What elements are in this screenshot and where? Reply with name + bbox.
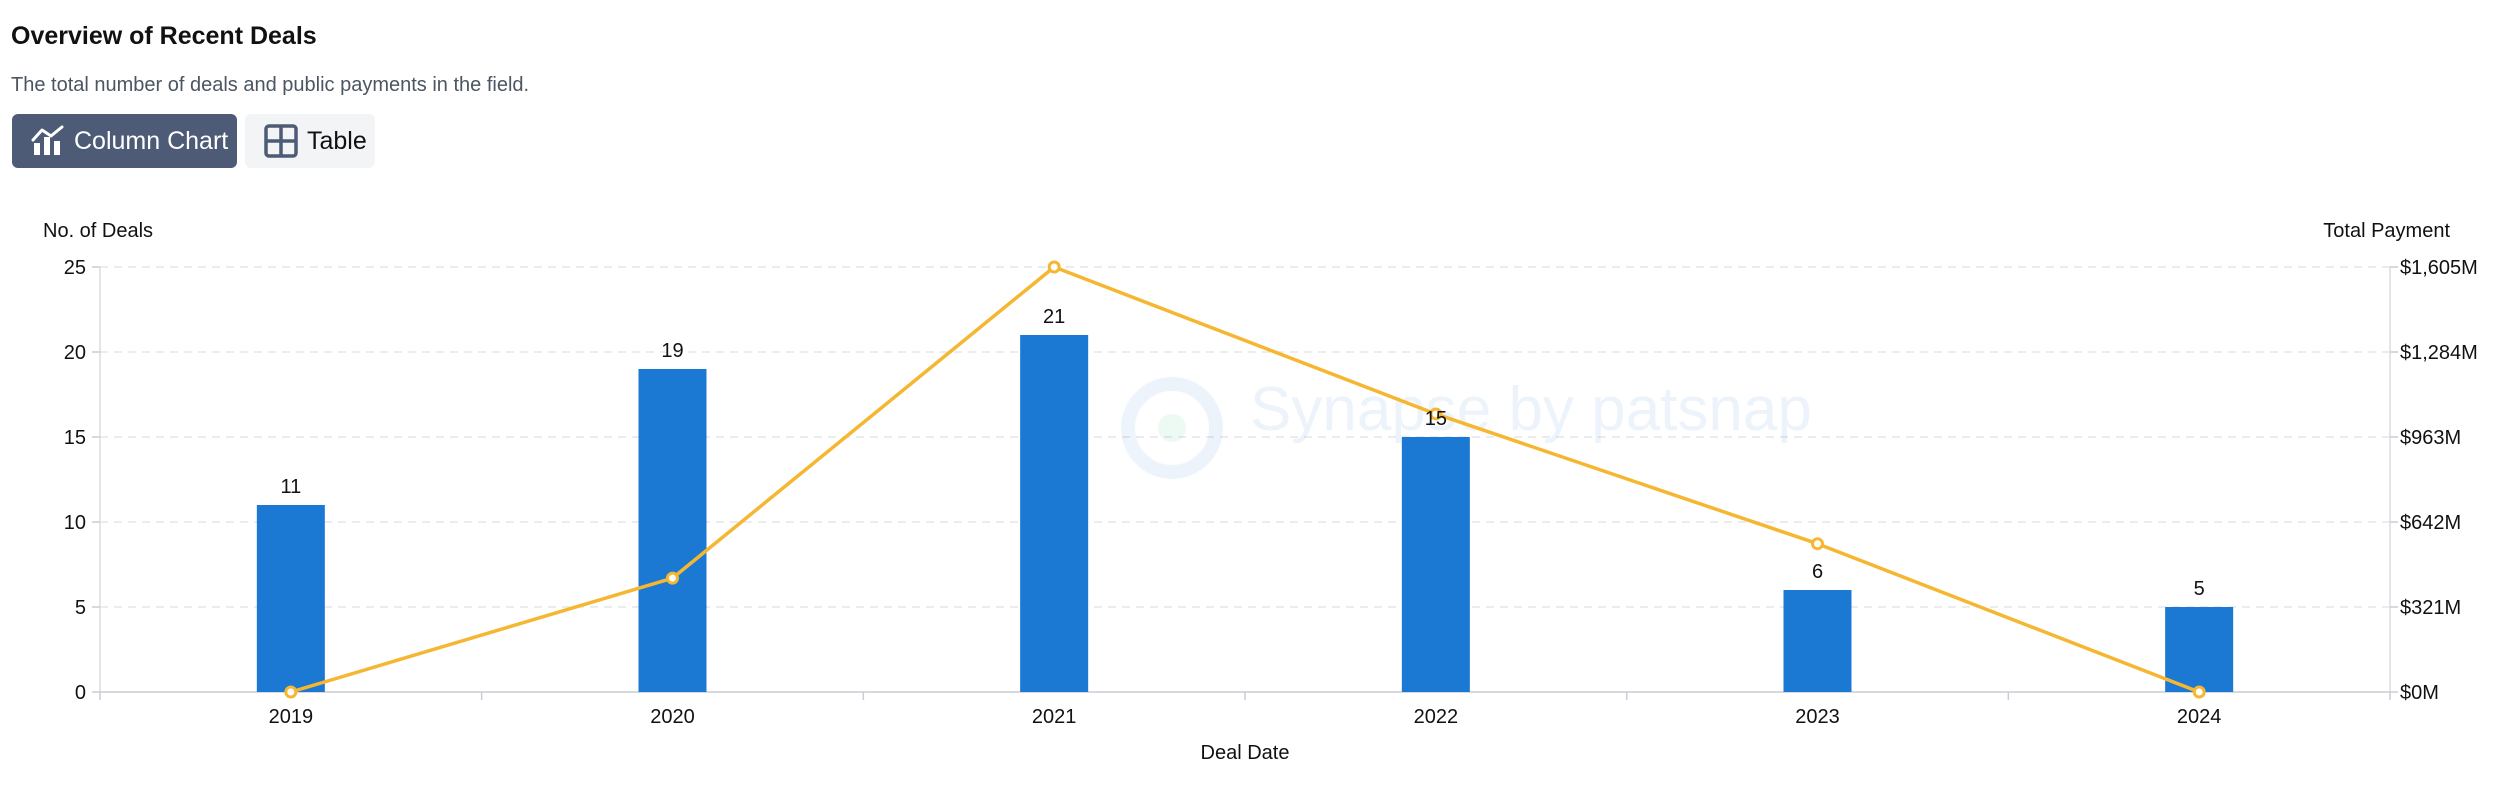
payment-point-2024 — [2194, 687, 2204, 697]
payment-line — [286, 262, 2204, 697]
y-tick-label: 20 — [64, 342, 86, 364]
watermark-logo: Synapse by patsnap — [1128, 375, 1812, 472]
payment-point-2020 — [668, 573, 678, 583]
axes: 0 $0M 5 $321M 10 $642M 15 $963M 20 $1,284M 25 $1,60… — [43, 220, 2478, 764]
payment-point-2019 — [286, 687, 296, 697]
bar-2022 — [1402, 437, 1470, 692]
bar-data-label: 6 — [1812, 561, 1823, 583]
payment-point-2021 — [1049, 262, 1059, 272]
grid-lines — [100, 267, 2390, 607]
y-axis-title: No. of Deals — [43, 220, 153, 242]
bar-2024 — [2165, 607, 2233, 692]
bar-data-label: 5 — [2194, 578, 2205, 600]
y2-tick-label: $1,605M — [2400, 257, 2478, 279]
y2-tick-label: $0M — [2400, 682, 2439, 704]
bar-2020 — [639, 369, 707, 692]
y-tick-label: 10 — [64, 512, 86, 534]
y-tick-label: 25 — [64, 257, 86, 279]
x-tick-label: 2021 — [1032, 706, 1077, 728]
y2-tick-label: $321M — [2400, 597, 2461, 619]
bar-2021 — [1020, 335, 1088, 692]
bar-2023 — [1784, 590, 1852, 692]
bars — [257, 335, 2233, 692]
y-tick-label: 0 — [75, 682, 86, 704]
labels: 11 19 21 15 6 5 — [280, 306, 2204, 600]
x-tick-label: 2024 — [2177, 706, 2222, 728]
payment-line-path — [291, 267, 2199, 692]
y-tick-label: 5 — [75, 597, 86, 619]
x-axis-title: Deal Date — [1201, 742, 1290, 764]
y2-axis-title: Total Payment — [2323, 220, 2450, 242]
x-tick-label: 2022 — [1414, 706, 1459, 728]
bar-data-label: 19 — [661, 340, 683, 362]
x-tick-label: 2020 — [650, 706, 695, 728]
bar-data-label: 21 — [1043, 306, 1065, 328]
y2-tick-label: $642M — [2400, 512, 2461, 534]
y-tick-label: 15 — [64, 427, 86, 449]
x-tick-label: 2019 — [269, 706, 314, 728]
watermark-text: Synapse by patsnap — [1250, 375, 1812, 444]
x-tick-label: 2023 — [1795, 706, 1840, 728]
y2-tick-label: $963M — [2400, 427, 2461, 449]
bar-2019 — [257, 505, 325, 692]
y2-tick-label: $1,284M — [2400, 342, 2478, 364]
bar-data-label: 15 — [1425, 408, 1447, 430]
bar-data-label: 11 — [280, 476, 301, 498]
payment-point-2023 — [1813, 539, 1823, 549]
